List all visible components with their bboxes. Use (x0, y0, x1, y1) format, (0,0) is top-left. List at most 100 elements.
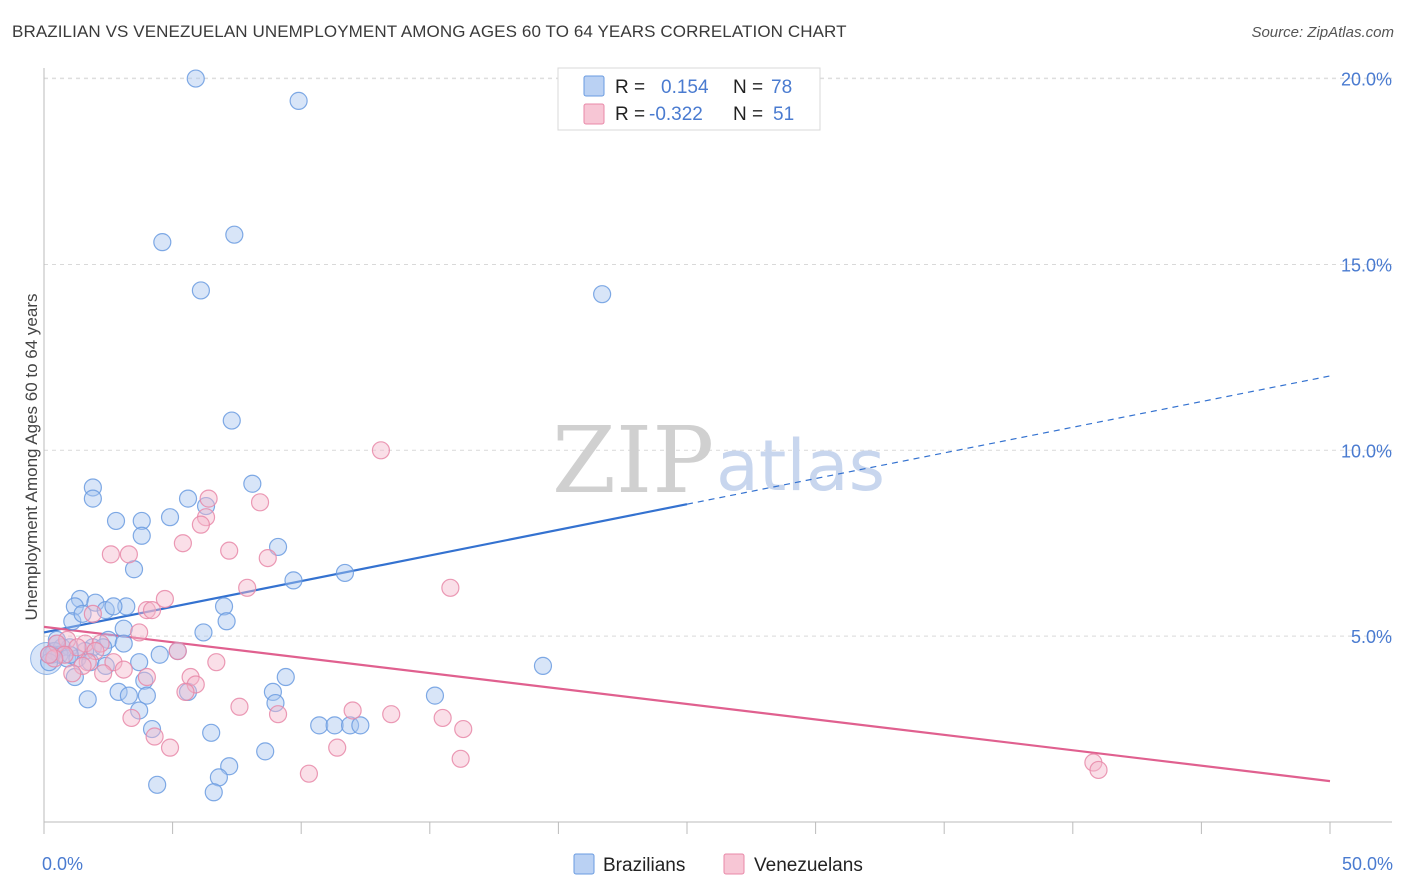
point-brazilians (276, 667, 295, 687)
point-brazilians (148, 775, 167, 794)
point-brazilians (351, 716, 370, 735)
point-brazilians (142, 719, 162, 739)
point-brazilians (202, 723, 221, 742)
point-brazilians (533, 656, 553, 675)
point-venezuelans (173, 534, 192, 553)
legend-swatch-venezuelans (583, 103, 605, 125)
legend-r-value-venezuelans: -0.322 (649, 104, 703, 125)
point-brazilians (114, 634, 133, 653)
bottom-legend-label-brazilians: Brazilians (603, 855, 685, 876)
point-venezuelans (137, 667, 156, 687)
point-brazilians (340, 716, 360, 735)
point-brazilians (263, 682, 283, 702)
point-brazilians (65, 597, 84, 616)
grid-lines (44, 77, 1392, 637)
chart-title: BRAZILIAN VS VENEZUELAN UNEMPLOYMENT AMO… (12, 22, 847, 41)
point-brazilians (137, 686, 156, 705)
trendline-brazilians-solid (43, 503, 688, 634)
point-brazilians (325, 716, 344, 735)
point-venezuelans (155, 589, 174, 609)
chart-source: Source: ZipAtlas.com (1251, 24, 1394, 41)
point-venezuelans (343, 701, 362, 720)
point-brazilians (109, 682, 128, 702)
trendlines (43, 375, 1331, 783)
point-brazilians (222, 411, 241, 430)
point-venezuelans (55, 645, 74, 664)
point-brazilians (266, 693, 285, 713)
point-brazilians (204, 783, 223, 802)
point-brazilians (243, 474, 262, 493)
y-tick-label: 10.0% (1341, 441, 1392, 461)
point-brazilians (153, 233, 172, 252)
watermark-zip: ZIP (552, 407, 714, 514)
bottom-legend-swatch-brazilians (573, 853, 595, 875)
legend-n-value-venezuelans: 51 (773, 104, 794, 125)
point-venezuelans (160, 738, 180, 757)
legend-r-label-brazilians: R = (615, 77, 645, 98)
point-brazilians (289, 91, 308, 110)
point-brazilians (73, 604, 92, 623)
point-brazilians (593, 285, 612, 304)
point-brazilians (284, 571, 303, 590)
watermark-atlas: atlas (716, 425, 885, 507)
point-brazilians (220, 757, 239, 776)
point-brazilians (191, 281, 210, 300)
point-venezuelans (63, 664, 82, 683)
point-brazilians (268, 537, 288, 557)
point-venezuelans (328, 738, 347, 757)
point-brazilians (114, 619, 133, 638)
point-brazilians (425, 686, 445, 705)
point-brazilians (132, 526, 151, 545)
point-brazilians (160, 508, 180, 527)
point-brazilians (217, 612, 236, 631)
point-brazilians (214, 597, 234, 616)
point-venezuelans (119, 545, 138, 564)
point-venezuelans (94, 664, 113, 683)
y-tick-label: 5.0% (1351, 627, 1392, 647)
point-venezuelans (191, 515, 210, 534)
point-venezuelans (168, 641, 187, 661)
point-venezuelans (130, 623, 149, 642)
point-brazilians (119, 686, 138, 705)
point-brazilians (130, 701, 149, 720)
point-brazilians (86, 593, 105, 612)
point-venezuelans (199, 489, 218, 508)
data-points (30, 69, 1108, 802)
point-brazilians (117, 597, 136, 616)
legend-swatch-brazilians (583, 75, 605, 97)
bottom-legend-swatch-venezuelans (723, 853, 745, 875)
y-tick-label: 15.0% (1341, 255, 1392, 275)
point-brazilians (310, 716, 329, 735)
legend-r-label-venezuelans: R = (615, 104, 645, 125)
legend-r-value-brazilians: 0.154 (661, 77, 709, 98)
point-venezuelans (145, 727, 164, 746)
point-venezuelans (433, 708, 452, 728)
y-axis-label: Unemployment Among Ages 60 to 64 years (22, 294, 41, 621)
point-venezuelans (230, 697, 249, 716)
point-brazilians (63, 612, 82, 631)
point-venezuelans (220, 541, 239, 560)
point-venezuelans (454, 719, 473, 739)
series-legend: Brazilians Venezuelans (573, 853, 863, 876)
point-venezuelans (176, 682, 195, 702)
point-venezuelans (137, 601, 156, 620)
point-venezuelans (268, 705, 288, 724)
point-venezuelans (382, 705, 401, 724)
point-venezuelans (258, 548, 277, 568)
point-venezuelans (441, 578, 460, 597)
point-brazilians (130, 653, 149, 672)
point-brazilians (78, 690, 97, 709)
point-brazilians (106, 511, 126, 531)
point-venezuelans (299, 764, 319, 783)
point-brazilians (256, 742, 275, 761)
trendline-venezuelans (43, 625, 1331, 783)
point-venezuelans (40, 645, 59, 664)
point-venezuelans (238, 578, 257, 597)
point-brazilians (194, 623, 213, 642)
point-brazilians (83, 489, 102, 508)
point-venezuelans (104, 653, 123, 672)
point-venezuelans (142, 601, 162, 620)
point-brazilians (335, 563, 355, 583)
bottom-legend-label-venezuelans: Venezuelans (754, 855, 863, 876)
